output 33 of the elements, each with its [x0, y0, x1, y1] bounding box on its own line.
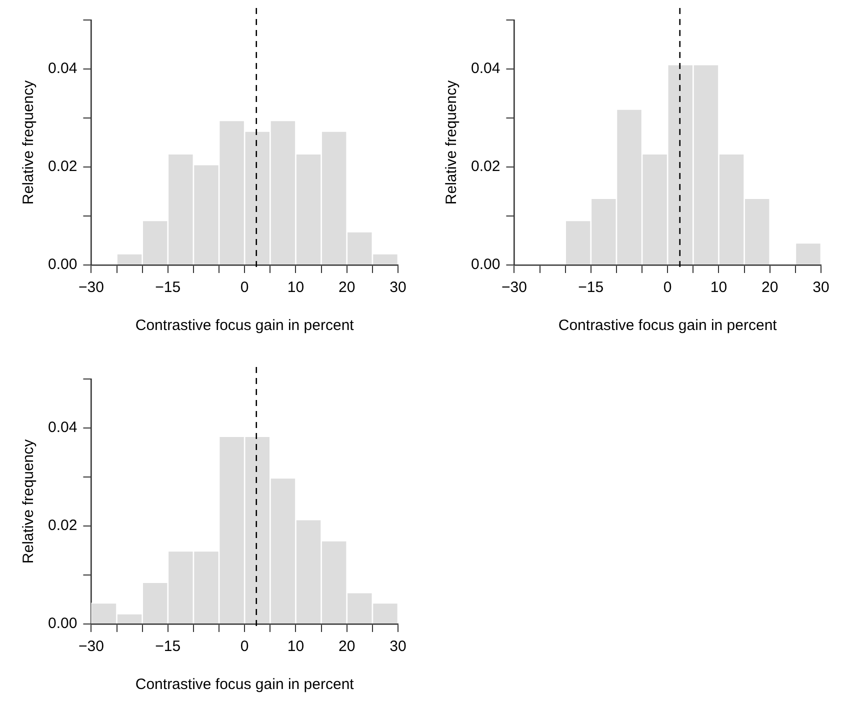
x-tick-label: −30: [501, 279, 527, 296]
y-axis-title: Relative frequency: [443, 80, 460, 205]
y-tick-label: 0.02: [470, 158, 500, 176]
x-axis-title: Contrastive focus gain in percent: [135, 317, 355, 334]
x-tick-label: 0: [240, 279, 249, 296]
y-tick-label: 0.04: [470, 60, 500, 78]
y-tick-label: 0.00: [48, 615, 78, 632]
x-tick-label: 30: [812, 279, 830, 296]
x-axis-title: Contrastive focus gain in percent: [135, 676, 355, 694]
y-axis-title: Relative frequency: [20, 438, 38, 564]
x-tick-label: 20: [762, 279, 778, 296]
y-axis-title: Relative frequency: [20, 80, 38, 205]
x-tick-label: −15: [155, 279, 181, 296]
y-tick-label: 0.00: [48, 256, 78, 274]
x-tick-label: −30: [78, 279, 104, 296]
x-tick-label: 30: [390, 279, 406, 296]
x-tick-label: 10: [287, 279, 304, 296]
x-tick-label: −15: [578, 279, 604, 296]
y-tick-label: 0.00: [470, 256, 500, 274]
y-tick-label: 0.04: [48, 419, 78, 436]
y-tick-label: 0.02: [48, 158, 78, 176]
x-tick-label: 0: [663, 279, 672, 296]
x-tick-label: 10: [287, 638, 304, 656]
x-tick-label: −15: [155, 638, 181, 656]
x-axis-title: Contrastive focus gain in percent: [558, 317, 778, 334]
y-tick-label: 0.04: [48, 60, 78, 78]
x-tick-label: 30: [390, 638, 406, 656]
x-tick-label: −30: [78, 638, 104, 656]
x-tick-label: 0: [240, 638, 249, 656]
y-tick-label: 0.02: [48, 517, 78, 534]
x-tick-label: 20: [338, 279, 356, 296]
x-tick-label: 20: [338, 638, 356, 656]
x-tick-label: 10: [710, 279, 728, 296]
